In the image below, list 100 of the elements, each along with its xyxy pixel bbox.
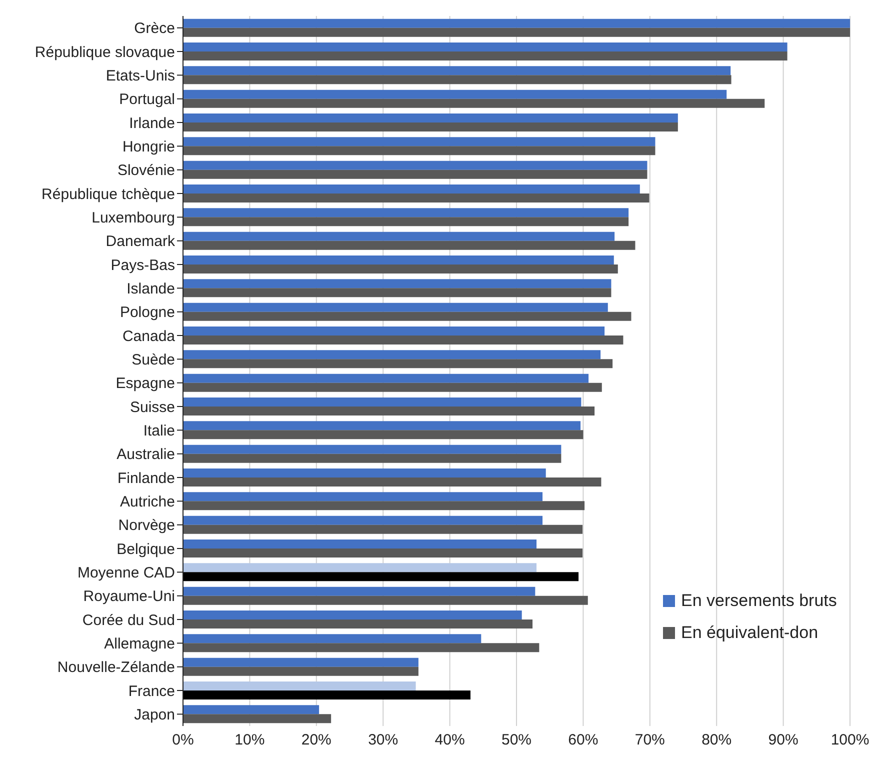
legend-label: En équivalent-don [681,623,818,643]
x-tick-label: 90% [768,732,798,749]
y-tick-label: Norvège [118,517,175,534]
y-tick-label: Finlande [117,470,175,487]
y-tick-label: France [128,682,175,700]
y-tick-label: Moyenne CAD [77,564,176,582]
x-tick-label: 0% [172,732,194,749]
bar [183,302,608,312]
bar [183,705,320,714]
y-tick-label: Grèce [134,20,175,38]
bar [183,682,416,691]
y-tick-label: Japon [134,706,175,724]
bar [183,279,612,288]
bar [183,548,583,558]
bar [183,478,602,487]
legend-label: En versements bruts [681,591,837,611]
y-tick-label: Pologne [120,304,175,322]
bar [183,18,850,28]
y-tick-label: Italie [143,422,175,440]
y-tick-label: Royaume-Uni [83,588,175,606]
y-tick-label: République tchèque [42,186,175,203]
bar [183,444,562,454]
bar [183,256,614,265]
bar [183,610,522,620]
y-tick-label: Irlande [129,114,175,132]
bar [183,42,788,52]
bar [183,75,732,84]
bar [183,492,543,502]
bar [183,114,678,123]
x-tick-label: 10% [234,732,265,749]
y-tick-label: Espagne [116,375,175,392]
y-tick-label: Etats-Unis [106,67,175,84]
bar [183,572,579,582]
bar [183,170,648,179]
bar [183,501,585,510]
bar [183,382,602,392]
y-tick-label: Slovénie [117,162,175,180]
y-tick-label: Islande [126,280,175,298]
bar [183,122,678,132]
y-tick-label: Autriche [120,493,175,510]
y-tick-label: Canada [122,328,176,345]
x-tick-label: 80% [702,732,732,749]
bar [183,714,332,724]
bar [183,634,482,644]
x-tick-label: 30% [368,732,398,749]
bar [183,516,543,525]
bar [183,398,582,407]
x-tick-label: 50% [501,732,532,749]
bar [183,690,470,700]
y-tick-label: Nouvelle-Zélande [57,659,175,676]
bar [183,90,727,99]
bar [183,264,618,274]
y-tick-label: Danemark [106,233,176,250]
y-tick-label: Corée du Sud [82,612,175,629]
x-tick-label: 70% [634,732,665,749]
y-tick-label: Allemagne [104,635,175,652]
bar [183,217,629,226]
bar [183,596,588,605]
bar [183,658,418,667]
bar [183,137,656,146]
bar [183,586,536,596]
bar [183,350,601,360]
bar [183,326,605,336]
bar [183,421,581,430]
bar [183,563,537,572]
bar [183,468,546,478]
x-tick-label: 100% [830,732,870,749]
y-tick-label: Luxembourg [92,209,175,226]
bar [183,524,583,534]
bar [183,430,584,440]
y-tick-label: Hongrie [122,138,175,156]
y-tick-label: Portugal [119,91,175,108]
x-tick-label: 20% [301,732,332,749]
bar [183,643,540,652]
bar [183,28,850,37]
bar [183,312,632,321]
y-tick-label: Belgique [116,540,175,558]
bar [183,454,562,463]
bar [183,336,624,345]
bar [183,232,615,241]
bar [183,184,640,194]
bar [183,540,537,549]
bar [183,240,636,250]
y-tick-label: Australie [116,446,175,464]
x-tick-label: 40% [434,732,465,749]
bar [183,52,788,61]
y-tick-label: Suède [132,351,175,368]
bar [183,359,613,368]
bar [183,146,656,156]
x-tick-label: 60% [568,732,598,749]
bar [183,194,650,203]
bar [183,406,595,416]
bar [183,620,533,629]
y-tick-label: Suisse [130,398,175,416]
bar [183,66,731,76]
bar [183,374,589,383]
bar [183,208,629,218]
bar [183,98,765,108]
bar [183,160,648,170]
bar [183,666,418,676]
